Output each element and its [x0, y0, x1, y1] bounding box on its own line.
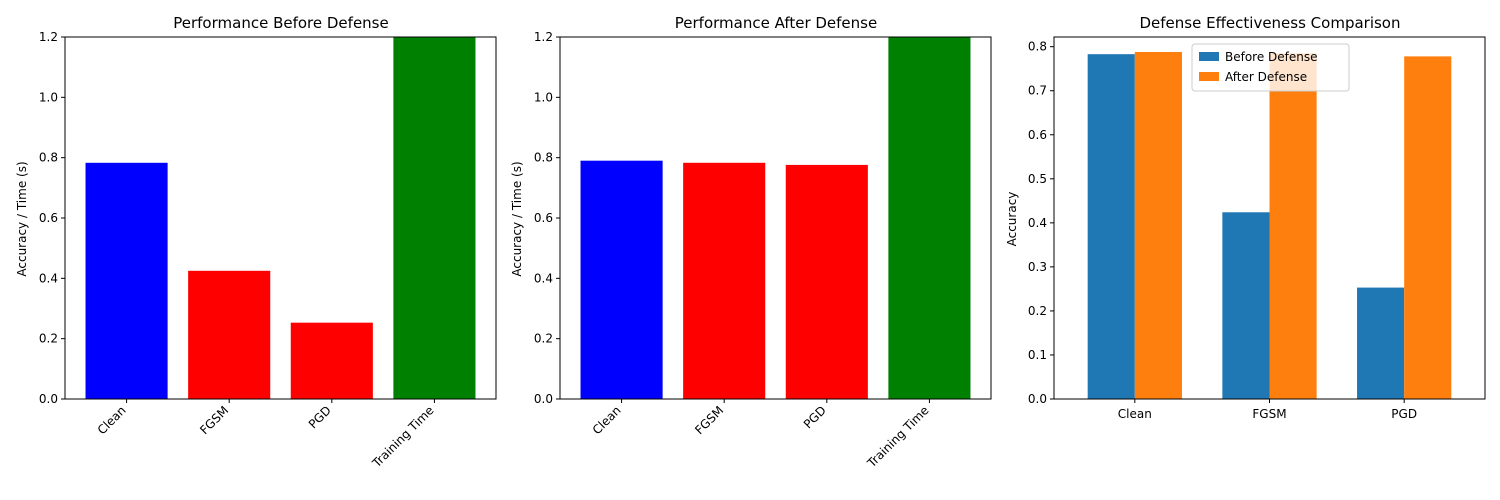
- bar-before-clean: [1087, 54, 1135, 400]
- x-tick-label: PGD: [801, 403, 829, 431]
- y-tick-label: 1.2: [39, 30, 58, 44]
- y-tick-label: 1.0: [534, 90, 553, 104]
- bar-pgd: [785, 164, 868, 399]
- bar-training-time: [888, 37, 971, 399]
- y-tick-label: 0.0: [534, 392, 553, 406]
- bar-clean: [580, 160, 663, 399]
- chart-panel-after-defense: Performance After Defense Accuracy / Tim…: [510, 14, 992, 471]
- y-axis-label: Accuracy / Time (s): [510, 161, 524, 276]
- bar-clean: [85, 162, 168, 399]
- bar-fgsm: [188, 270, 271, 399]
- y-tick-label: 0.1: [1028, 348, 1047, 362]
- chart-title: Defense Effectiveness Comparison: [1140, 14, 1401, 32]
- y-tick-label: 0.2: [1028, 304, 1047, 318]
- y-tick-label: 1.2: [534, 30, 553, 44]
- y-axis-label: Accuracy / Time (s): [15, 161, 29, 276]
- y-tick-label: 0.6: [39, 211, 58, 225]
- bar-training-time: [393, 37, 476, 399]
- y-tick-label: 0.2: [39, 332, 58, 346]
- bar-before-fgsm: [1222, 212, 1270, 399]
- x-tick-label: FGSM: [692, 403, 726, 437]
- axes-frame: [559, 36, 992, 400]
- legend-swatch-before: [1199, 52, 1219, 61]
- legend-label: After Defense: [1225, 70, 1307, 84]
- bar-fgsm: [683, 162, 766, 399]
- legend-label: Before Defense: [1225, 50, 1318, 64]
- y-tick-label: 0.3: [1028, 260, 1047, 274]
- x-tick-label: Clean: [95, 403, 129, 437]
- y-tick-label: 0.8: [1028, 40, 1047, 54]
- x-tick-label: Clean: [1118, 407, 1152, 421]
- bar-after-pgd: [1404, 56, 1452, 399]
- x-tick-label: Training Time: [864, 403, 932, 471]
- bar-after-clean: [1134, 51, 1182, 399]
- y-tick-label: 0.2: [534, 332, 553, 346]
- legend: Before Defense After Defense: [1191, 43, 1350, 92]
- y-tick-label: 0.7: [1028, 84, 1047, 98]
- y-tick-label: 0.8: [534, 151, 553, 165]
- y-tick-label: 0.5: [1028, 172, 1047, 186]
- legend-box: [1191, 43, 1350, 92]
- axes-frame: [1053, 36, 1486, 400]
- x-tick-label: FGSM: [1252, 407, 1286, 421]
- x-tick-label: Training Time: [369, 403, 437, 471]
- x-tick-label: Clean: [590, 403, 624, 437]
- axes-frame: [64, 36, 497, 400]
- chart-panel-before-defense: Performance Before Defense Accuracy / Ti…: [15, 14, 497, 471]
- y-tick-label: 1.0: [39, 90, 58, 104]
- chart-title: Performance Before Defense: [173, 14, 388, 32]
- chart-panel-comparison: Defense Effectiveness Comparison Accurac…: [1005, 14, 1486, 421]
- y-tick-label: 0.4: [39, 271, 58, 285]
- x-tick-label: PGD: [306, 403, 334, 431]
- chart-title: Performance After Defense: [675, 14, 877, 32]
- y-tick-label: 0.0: [1028, 392, 1047, 406]
- legend-swatch-after: [1199, 72, 1219, 81]
- bar-pgd: [290, 322, 373, 399]
- y-axis-label: Accuracy: [1005, 192, 1019, 247]
- bar-before-pgd: [1357, 287, 1405, 399]
- y-tick-label: 0.6: [534, 211, 553, 225]
- bar-after-fgsm: [1269, 53, 1317, 399]
- y-tick-label: 0.8: [39, 151, 58, 165]
- y-tick-label: 0.6: [1028, 128, 1047, 142]
- y-tick-label: 0.0: [39, 392, 58, 406]
- x-tick-label: FGSM: [197, 403, 231, 437]
- x-tick-label: PGD: [1391, 407, 1417, 421]
- y-tick-label: 0.4: [534, 271, 553, 285]
- y-tick-label: 0.4: [1028, 216, 1047, 230]
